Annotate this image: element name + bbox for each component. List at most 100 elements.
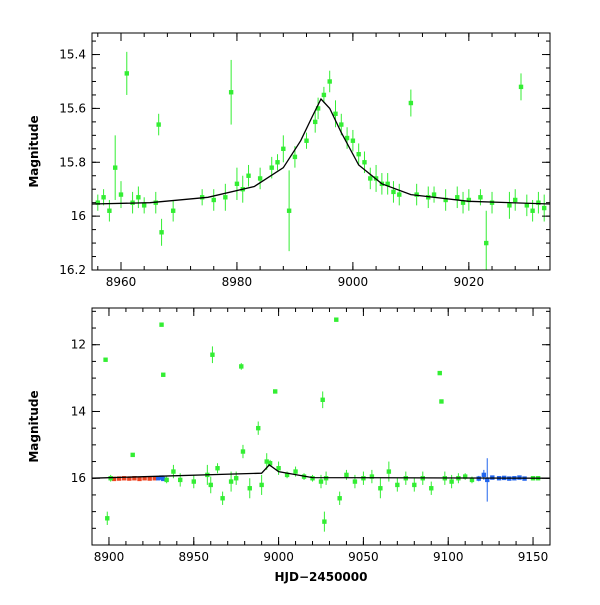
- data-point: [369, 474, 375, 479]
- data-point: [327, 79, 332, 84]
- data-point: [449, 479, 454, 484]
- data-point: [240, 449, 246, 454]
- data-point: [530, 208, 535, 213]
- plot-frame: [91, 307, 551, 546]
- data-point: [142, 476, 147, 481]
- data-point: [155, 476, 161, 481]
- data-point: [223, 195, 228, 200]
- data-point: [112, 165, 118, 170]
- y-tick-label: 16: [71, 209, 86, 223]
- data-point: [320, 397, 325, 402]
- plot-area: [92, 51, 550, 270]
- data-point: [233, 476, 239, 481]
- y-tick-label: 12: [71, 338, 86, 352]
- data-point: [334, 317, 339, 322]
- data-point: [304, 138, 309, 143]
- data-point: [101, 195, 106, 200]
- data-point: [284, 472, 290, 478]
- data-point: [122, 476, 127, 481]
- data-point: [426, 195, 431, 200]
- data-point: [228, 90, 234, 95]
- data-point: [111, 476, 117, 482]
- data-point: [170, 208, 176, 213]
- data-point: [147, 476, 152, 481]
- data-point: [118, 192, 124, 197]
- data-point: [164, 477, 169, 483]
- data-point: [460, 200, 466, 205]
- y-tick-label: 14: [71, 404, 86, 418]
- x-tick-label: 8950: [179, 550, 210, 564]
- x-tick-label: 9150: [518, 550, 549, 564]
- data-point: [485, 477, 490, 483]
- data-point: [362, 160, 367, 165]
- data-point: [234, 181, 240, 187]
- data-point: [322, 519, 327, 524]
- data-point: [211, 197, 216, 203]
- data-point: [259, 482, 264, 488]
- data-point: [385, 181, 390, 187]
- data-point: [293, 469, 298, 474]
- data-point: [469, 477, 475, 483]
- data-point: [276, 466, 281, 471]
- data-point: [313, 119, 318, 125]
- data-point: [386, 469, 392, 474]
- data-point: [267, 461, 273, 466]
- data-point: [137, 476, 142, 482]
- data-point: [315, 106, 321, 111]
- data-point: [350, 138, 356, 143]
- data-point: [321, 92, 327, 98]
- data-point: [391, 189, 396, 195]
- x-tick-label: 9100: [433, 550, 464, 564]
- data-point: [161, 476, 166, 482]
- data-point: [443, 197, 448, 203]
- y-tick-label: 15.6: [59, 101, 86, 115]
- y-tick-label: 15.4: [59, 48, 86, 62]
- data-point: [107, 208, 112, 213]
- data-point: [524, 203, 530, 208]
- y-axis-label: Magnitude: [27, 115, 41, 187]
- data-point: [395, 482, 400, 488]
- data-point: [132, 476, 137, 481]
- data-point: [542, 205, 547, 211]
- data-point: [507, 203, 512, 208]
- data-point: [141, 203, 147, 208]
- panel-bottom: 8900 8950 9000 9050 9100 9150 12 14 16 Magnitude H…: [27, 307, 551, 584]
- data-point: [429, 486, 434, 491]
- data-point: [247, 486, 252, 491]
- data-point: [397, 192, 402, 197]
- data-point: [152, 476, 157, 481]
- y-tick-label: 16: [71, 471, 86, 485]
- data-point: [431, 192, 437, 197]
- data-point: [127, 476, 132, 481]
- x-tick-label: 9020: [454, 275, 485, 289]
- data-point: [228, 479, 234, 484]
- data-point: [159, 230, 164, 235]
- data-point: [378, 486, 383, 491]
- data-point: [414, 192, 419, 197]
- x-tick-label: 9000: [338, 275, 369, 289]
- data-point: [257, 176, 263, 181]
- data-point: [273, 389, 278, 394]
- data-point: [484, 240, 489, 246]
- x-tick-label: 9050: [348, 550, 379, 564]
- data-point: [368, 176, 373, 181]
- data-point: [462, 474, 468, 479]
- y-tick-label: 15.8: [59, 155, 86, 169]
- data-point: [292, 154, 298, 160]
- data-point: [171, 469, 176, 474]
- data-point: [412, 482, 417, 488]
- data-point: [136, 195, 141, 200]
- data-point: [281, 146, 286, 152]
- data-point: [159, 322, 164, 327]
- data-point: [481, 472, 487, 478]
- data-point: [239, 364, 244, 369]
- data-point: [518, 84, 524, 90]
- data-point: [215, 466, 220, 471]
- data-point: [208, 482, 213, 488]
- data-point: [513, 197, 518, 203]
- data-point: [339, 122, 344, 127]
- data-point: [286, 208, 292, 213]
- data-point: [318, 479, 324, 484]
- model-curve: [92, 97, 550, 205]
- data-point: [478, 195, 483, 200]
